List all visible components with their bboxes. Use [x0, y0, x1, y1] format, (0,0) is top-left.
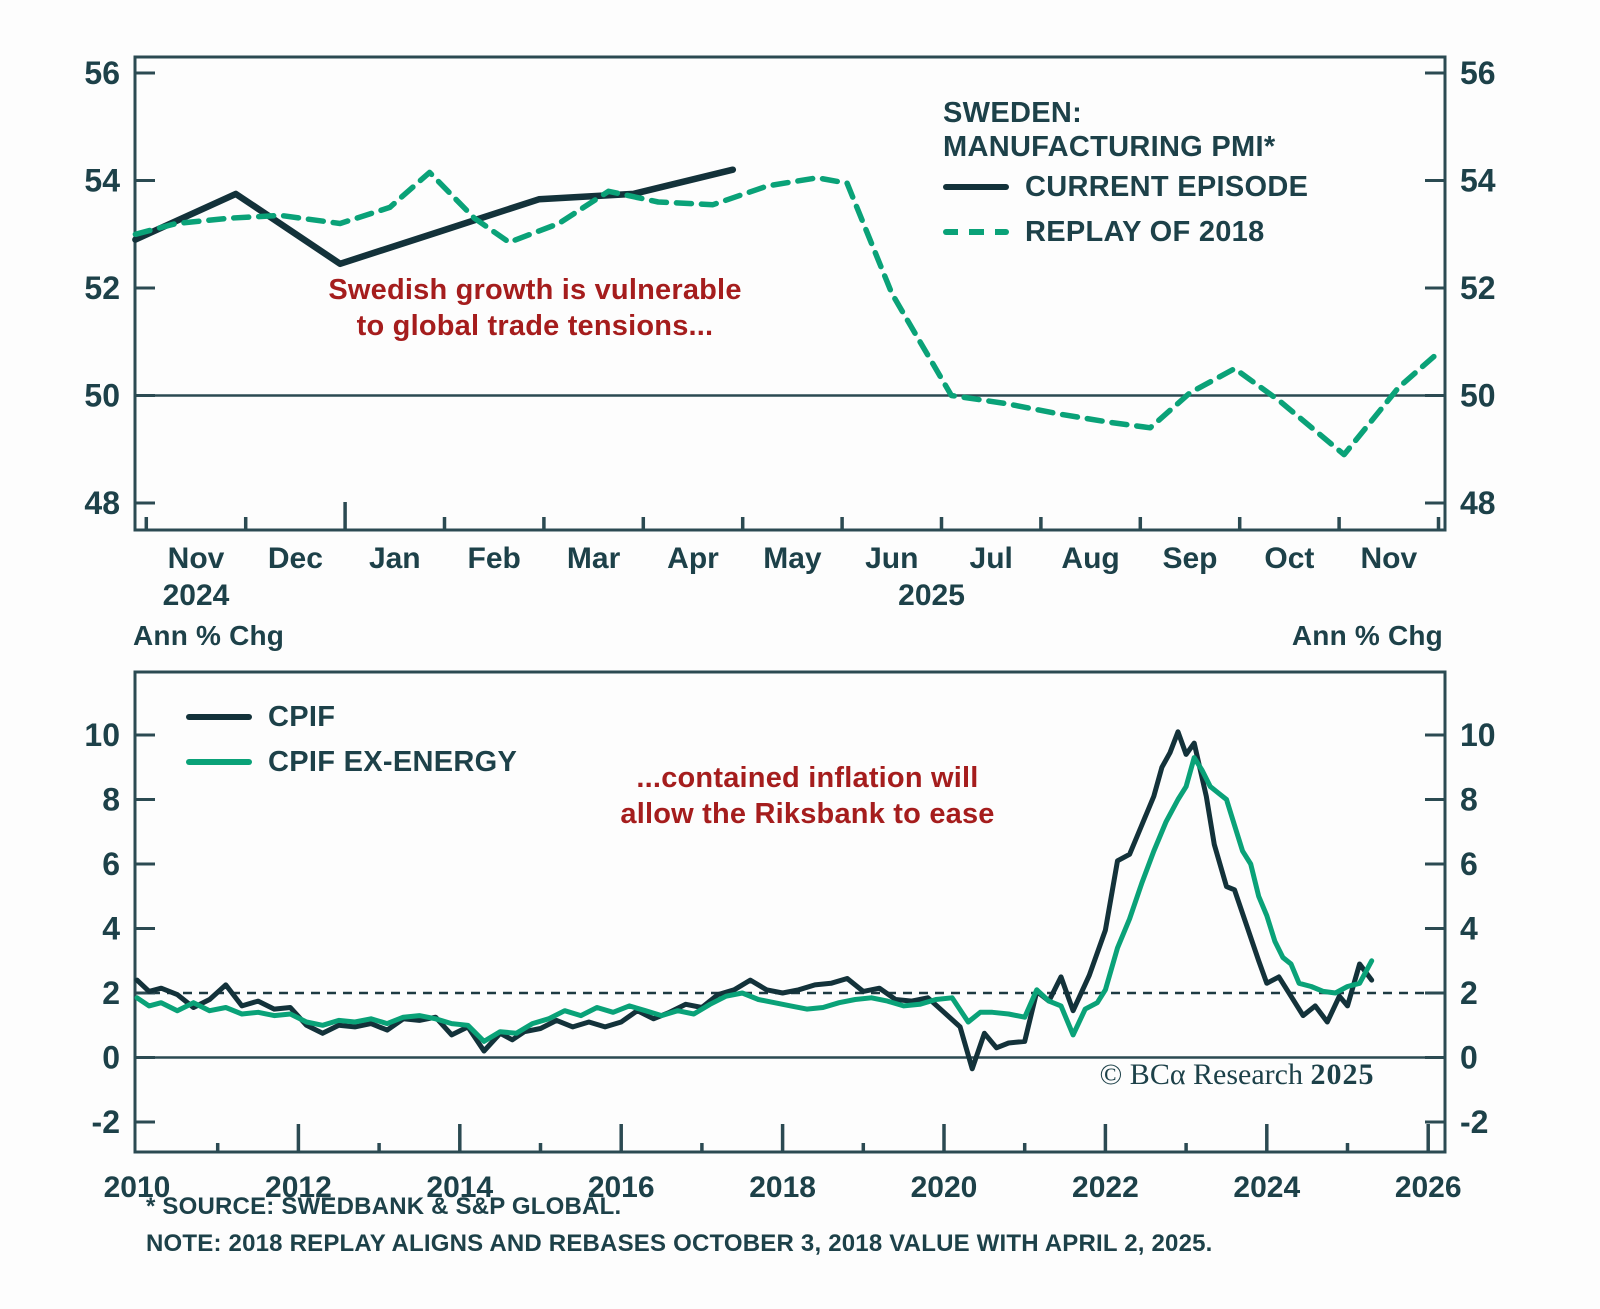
pmi-y-tick-label-left: 54	[84, 163, 120, 199]
pmi-chart: 48 48 50 50 52 52 54 54 56 56 Nov Dec Jan Feb Mar Apr Ma…	[84, 55, 1495, 612]
pmi-annotation-line1: Swedish growth is vulnerable	[328, 274, 742, 306]
inflation-y-tick-label-left: -2	[92, 1104, 120, 1140]
pmi-month-label: Feb	[468, 542, 521, 575]
inflation-y-tick-label-right: 6	[1460, 846, 1478, 882]
pmi-month-label: Nov	[1360, 542, 1417, 575]
pmi-month-label: Jul	[970, 542, 1013, 575]
inflation-y-tick-label-left: 6	[102, 846, 120, 882]
inflation-year-label: 2016	[588, 1171, 655, 1204]
copyright-text: © BCα Research	[1099, 1058, 1303, 1091]
inflation-y-tick-label-left: 0	[102, 1040, 120, 1076]
series-cpif-ex-energy	[134, 755, 1375, 1044]
pmi-month-label: Jan	[369, 542, 421, 575]
inflation-year-label: 2018	[749, 1171, 816, 1204]
inflation-year-label: 2022	[1072, 1171, 1139, 1204]
pmi-month-label: Sep	[1162, 542, 1217, 575]
pmi-axis-year-label: 2024	[163, 579, 230, 612]
pmi-y-tick-label-right: 54	[1460, 163, 1496, 199]
pmi-month-label: Apr	[667, 542, 719, 575]
replay-2018-label: REPLAY OF 2018	[1025, 215, 1265, 248]
inflation-year-label: 2014	[426, 1171, 493, 1204]
inflation-year-label: 2012	[265, 1171, 332, 1204]
inflation-annotation-line1: ...contained inflation will	[636, 762, 979, 794]
pmi-y-tick-label-left: 52	[84, 270, 120, 306]
current-episode-label: CURRENT EPISODE	[1025, 170, 1309, 203]
pmi-month-label: Jun	[865, 542, 918, 575]
replay-note: NOTE: 2018 REPLAY ALIGNS AND REBASES OCT…	[146, 1230, 1213, 1257]
pmi-title-line2: MANUFACTURING PMI*	[943, 131, 1276, 163]
series-replay-of-2018	[132, 169, 1442, 458]
pmi-y-tick-label-right: 50	[1460, 378, 1496, 414]
copyright-year: 2025	[1310, 1058, 1375, 1091]
cpif-line-swatch	[186, 714, 252, 720]
pmi-annotation-line2: to global trade tensions...	[356, 310, 714, 342]
pmi-y-tick-label-left: 48	[84, 485, 120, 521]
pmi-plot-border	[133, 55, 1447, 532]
series-cpif	[134, 729, 1375, 1072]
pmi-y-tick-label-left: 56	[84, 55, 120, 91]
pmi-y-tick-label-left: 50	[84, 378, 120, 414]
pmi-month-label: May	[763, 542, 822, 575]
legend-item-replay-2018: REPLAY OF 2018	[943, 215, 1308, 249]
legend-item-cpif-ex-energy: CPIF EX-ENERGY	[186, 745, 517, 779]
inflation-y-tick-label-right: 0	[1460, 1040, 1478, 1076]
inflation-y-tick-label-right: 4	[1460, 911, 1478, 947]
inflation-year-label: 2026	[1395, 1171, 1462, 1204]
inflation-y-tick-label-left: 4	[102, 911, 120, 947]
legend-item-current-episode: CURRENT EPISODE	[943, 170, 1308, 204]
cpif-ex-energy-line-swatch	[186, 759, 252, 765]
cpif-ex-energy-label: CPIF EX-ENERGY	[268, 745, 518, 778]
pmi-month-label: Nov	[168, 542, 225, 575]
legend-item-cpif: CPIF	[186, 700, 517, 734]
inflation-y-tick-label-left: 10	[84, 717, 120, 753]
pmi-annotation: Swedish growth is vulnerable to global t…	[285, 272, 785, 344]
pmi-month-label: Aug	[1061, 542, 1119, 575]
inflation-chart: -2 -2 0 0 2 2 4 4 6 6 8 8 10 10 2010 2012 2014 2016 2018 20…	[84, 670, 1496, 1204]
pmi-month-label: Mar	[567, 542, 621, 575]
pmi-y-tick-label-right: 52	[1460, 270, 1496, 306]
copyright: © BCα Research 2025	[1082, 1058, 1392, 1092]
inflation-plot-border	[133, 670, 1447, 1154]
pmi-month-label: Oct	[1264, 542, 1314, 575]
current-episode-line-swatch	[943, 184, 1009, 190]
pmi-month-label: Dec	[268, 542, 323, 575]
inflation-year-label: 2024	[1233, 1171, 1300, 1204]
inflation-annotation-line2: allow the Riksbank to ease	[620, 798, 995, 830]
inflation-year-label: 2020	[911, 1171, 978, 1204]
inflation-y-tick-label-right: 10	[1460, 717, 1496, 753]
inflation-year-label: 2010	[104, 1171, 171, 1204]
pmi-axis-year-label: 2025	[898, 579, 965, 612]
inflation-y-tick-label-right: 2	[1460, 975, 1478, 1011]
units-label-left: Ann % Chg	[133, 620, 285, 651]
pmi-legend: SWEDEN: MANUFACTURING PMI* CURRENT EPISO…	[943, 96, 1308, 249]
inflation-y-tick-label-right: 8	[1460, 782, 1478, 818]
inflation-y-tick-label-left: 2	[102, 975, 120, 1011]
inflation-annotation: ...contained inflation will allow the Ri…	[555, 760, 1060, 832]
footnotes: * SOURCE: SWEDBANK & S&P GLOBAL. NOTE: 2…	[146, 1191, 1213, 1259]
source-note: * SOURCE: SWEDBANK & S&P GLOBAL.	[146, 1193, 622, 1220]
cpif-label: CPIF	[268, 700, 336, 733]
inflation-y-tick-label-left: 8	[102, 782, 120, 818]
replay-2018-line-swatch	[943, 229, 1009, 235]
inflation-y-tick-label-right: -2	[1460, 1104, 1488, 1140]
pmi-title-line1: SWEDEN:	[943, 97, 1083, 129]
pmi-y-tick-label-right: 48	[1460, 485, 1496, 521]
pmi-y-tick-label-right: 56	[1460, 55, 1496, 91]
units-label-right: Ann % Chg	[1291, 620, 1443, 651]
inflation-legend: CPIF CPIF EX-ENERGY	[186, 700, 517, 779]
